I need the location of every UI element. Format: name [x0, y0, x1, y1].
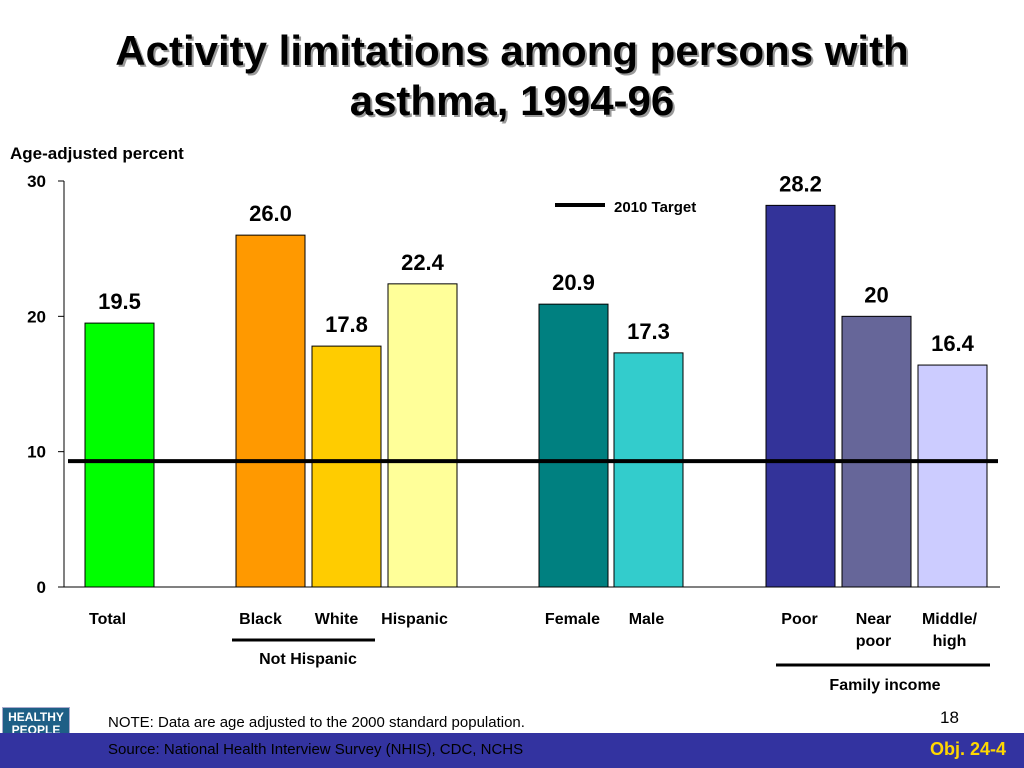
category-label: Middle/	[922, 611, 978, 628]
category-label: Near	[856, 611, 892, 628]
bar-value-label: 20.9	[552, 270, 595, 295]
bar-value-label: 16.4	[931, 331, 975, 356]
bar	[235, 234, 306, 588]
category-label: Hispanic	[381, 611, 448, 628]
bar	[917, 364, 988, 588]
bar	[538, 303, 609, 588]
bar	[84, 322, 155, 588]
logo-line-1: HEALTHY	[8, 710, 64, 724]
category-label: Poor	[781, 611, 817, 628]
bar	[765, 204, 836, 588]
bar	[387, 283, 458, 588]
bar-value-label: 28.2	[779, 171, 822, 196]
category-label: poor	[856, 633, 892, 650]
page-number: 18	[940, 708, 959, 727]
category-label: Male	[629, 611, 665, 628]
footer-bar	[0, 733, 1024, 768]
bar	[613, 352, 684, 588]
category-label: Total	[89, 611, 126, 628]
objective-label: Obj. 24-4	[929, 739, 1006, 759]
slide-title: Activity limitations among persons with …	[0, 26, 1024, 126]
category-label: Female	[545, 611, 600, 628]
category-label: Black	[239, 611, 282, 628]
legend-label: 2010 Target	[614, 199, 696, 216]
y-tick-label: 0	[37, 578, 46, 597]
bar	[311, 345, 382, 588]
group-label: Not Hispanic	[259, 651, 357, 668]
y-axis-label: Age-adjusted percent	[10, 144, 184, 163]
bar-value-label: 22.4	[401, 250, 445, 275]
bar-value-label: 20	[864, 282, 888, 307]
y-tick-label: 10	[27, 443, 46, 462]
bar-value-label: 17.3	[627, 319, 670, 344]
title-line-2: asthma, 1994-96	[349, 77, 675, 124]
y-tick-label: 20	[27, 307, 46, 326]
bar-value-label: 26.0	[249, 201, 292, 226]
bar-value-label: 19.5	[98, 289, 141, 314]
bar-value-label: 17.8	[325, 312, 368, 337]
category-label: White	[315, 611, 359, 628]
y-tick-label: 30	[27, 172, 46, 191]
bar	[841, 315, 912, 588]
bar-chart: 0 10 20 30 19.5 26.0 17.8 22.4 20.9 17.3 28.2 20 16.…	[27, 171, 1000, 694]
title-line-1: Activity limitations among persons with	[115, 27, 909, 74]
group-label: Family income	[829, 677, 940, 694]
source-text: Source: National Health Interview Survey…	[108, 741, 524, 758]
category-label: high	[933, 633, 967, 650]
footnote: NOTE: Data are age adjusted to the 2000 …	[108, 714, 525, 731]
